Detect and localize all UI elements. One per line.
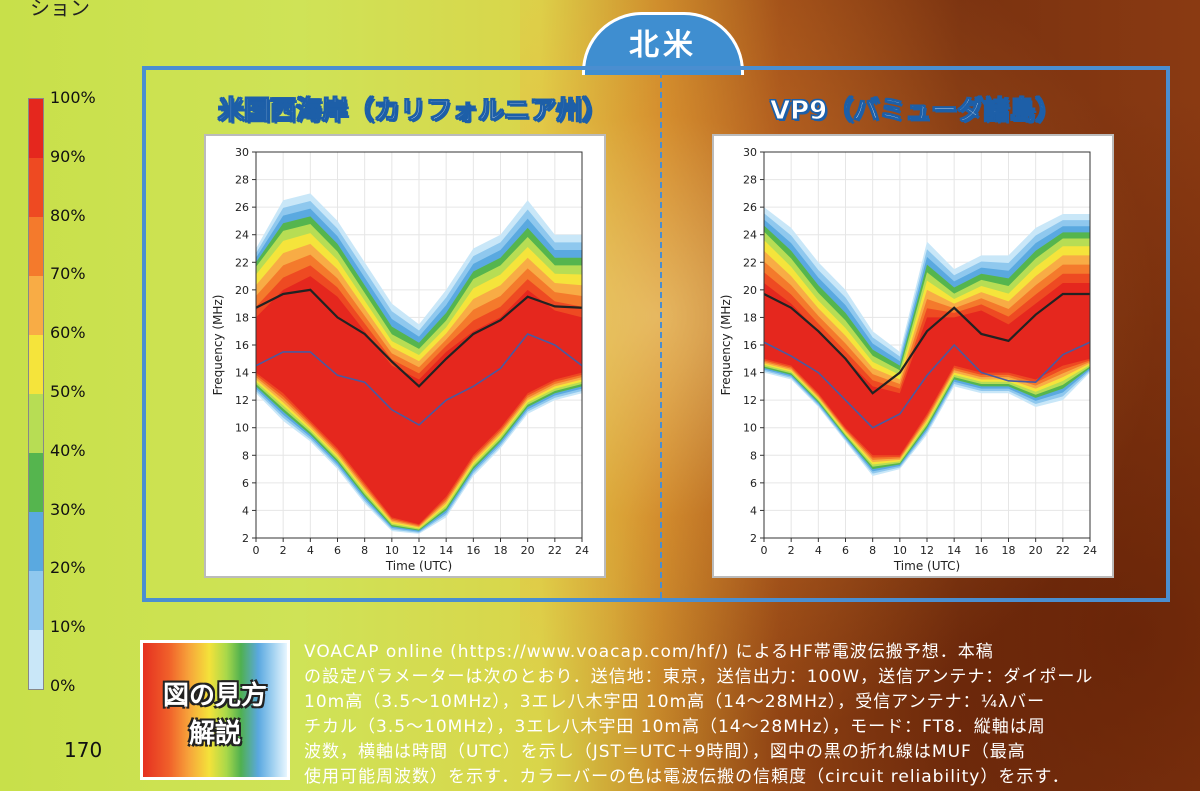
y-tick-label: 4 [750, 504, 757, 517]
description-line: 10m高（3.5～10MHz），3エレ八木宇田 10m高（14～28MHz），受… [304, 692, 1046, 712]
how-to-read-title-line1: 図の見方 [162, 681, 267, 711]
previous-page-text: ション [30, 0, 90, 20]
x-tick-label: 22 [1056, 544, 1070, 557]
x-tick-label: 12 [412, 544, 426, 557]
x-tick-label: 8 [869, 544, 876, 557]
colorbar-label: 10% [50, 617, 86, 637]
x-tick-label: 20 [1029, 544, 1043, 557]
propagation-chart-west-coast: 0 2 4 6 8 10 12 14 16 18 20 22 242468101214161820222… [211, 146, 589, 573]
x-tick-label: 24 [1083, 544, 1097, 557]
muf-line [255, 288, 583, 388]
y-tick-label: 30 [743, 146, 757, 159]
x-tick-label: 6 [842, 544, 849, 557]
x-tick-label: 10 [893, 544, 907, 557]
y-tick-label: 6 [242, 477, 249, 490]
colorbar-label: 40% [50, 440, 86, 460]
region-tab: 北米 [582, 12, 744, 75]
y-tick-label: 14 [743, 367, 757, 380]
colorbar-label: 80% [50, 205, 86, 225]
y-tick-label: 22 [235, 256, 249, 269]
y-tick-label: 8 [750, 449, 757, 462]
x-tick-label: 18 [1002, 544, 1016, 557]
y-tick-label: 6 [750, 477, 757, 490]
x-tick-label: 4 [307, 544, 314, 557]
x-tick-label: 14 [947, 544, 961, 557]
x-tick-label: 12 [920, 544, 934, 557]
y-tick-label: 30 [235, 146, 249, 159]
page-number: 170 [64, 738, 103, 762]
y-tick-label: 24 [743, 229, 757, 242]
y-tick-label: 20 [235, 284, 249, 297]
muf-line [763, 292, 1090, 395]
reliability-colorbar [28, 98, 44, 690]
y-tick-label: 20 [743, 284, 757, 297]
description-text: VOACAP online (https://www.voacap.com/hf… [304, 640, 1184, 790]
chart-title-west-coast: 米国西海岸（カリフォルニア州） [217, 96, 609, 127]
colorbar-label: 0% [50, 676, 76, 695]
x-tick-label: 18 [494, 544, 508, 557]
charts-divider [660, 72, 662, 598]
y-axis-label: Frequency (MHz) [719, 295, 733, 396]
description-line: 波数，横軸は時間（UTC）を示し（JST＝UTC＋9時間），図中の黒の折れ線はM… [304, 742, 1026, 762]
x-tick-label: 24 [575, 544, 589, 557]
colorbar-label: 90% [50, 146, 86, 166]
y-tick-label: 2 [750, 532, 757, 545]
y-tick-label: 24 [235, 229, 249, 242]
y-tick-label: 26 [235, 201, 249, 214]
x-tick-label: 14 [439, 544, 453, 557]
y-tick-label: 28 [743, 174, 757, 187]
colorbar-label: 20% [50, 558, 86, 578]
y-tick-label: 18 [235, 311, 249, 324]
x-tick-label: 16 [466, 544, 480, 557]
x-tick-label: 0 [761, 544, 768, 557]
reliability-band [764, 282, 1090, 456]
how-to-read-title-line2: 解説 [188, 719, 241, 749]
y-tick-label: 12 [235, 394, 249, 407]
x-tick-label: 2 [788, 544, 795, 557]
y-tick-label: 8 [242, 449, 249, 462]
x-tick-label: 10 [385, 544, 399, 557]
y-tick-label: 22 [743, 256, 757, 269]
x-tick-label: 20 [521, 544, 535, 557]
description-line: チカル（3.5～10MHz），3エレ八木宇田 10m高（14～28MHz），モー… [304, 717, 1046, 737]
x-axis-label: Time (UTC) [385, 559, 452, 573]
colorbar-label: 70% [50, 264, 86, 284]
propagation-chart-bermuda: 0 2 4 6 8 10 12 14 16 18 20 22 242468101214161820222… [719, 146, 1097, 573]
colorbar-label: 60% [50, 323, 86, 343]
y-tick-label: 16 [235, 339, 249, 352]
y-tick-label: 26 [743, 201, 757, 214]
x-tick-label: 0 [253, 544, 260, 557]
y-tick-label: 18 [743, 311, 757, 324]
y-tick-label: 16 [743, 339, 757, 352]
x-tick-label: 6 [334, 544, 341, 557]
chart-panel-bermuda: 0 2 4 6 8 10 12 14 16 18 20 22 24 2 4 6 8 10 12 14 16 18 20 22 2… [712, 134, 1114, 578]
y-tick-label: 28 [235, 174, 249, 187]
x-tick-label: 8 [361, 544, 368, 557]
x-tick-label: 16 [974, 544, 988, 557]
y-tick-label: 10 [235, 422, 249, 435]
colorbar-label: 30% [50, 499, 86, 519]
description-line: VOACAP online (https://www.voacap.com/hf… [304, 642, 994, 662]
reliability-band [256, 276, 582, 525]
how-to-read-box: 図の見方 解説 [140, 640, 290, 780]
chart-panel-west-coast: 0 2 4 6 8 10 12 14 16 18 20 22 24 2 4 6 8 10 12 14 16 18 20 22 2… [204, 134, 606, 578]
series-line [255, 333, 583, 426]
y-tick-label: 2 [242, 532, 249, 545]
colorbar-label: 50% [50, 382, 86, 401]
description-line: の設定パラメーターは次のとおり．送信地：東京，送信出力：100W，送信アンテナ：… [304, 667, 1094, 687]
x-tick-label: 4 [815, 544, 822, 557]
description-line: 使用可能周波数）を示す．カラーバーの色は電波伝搬の信頼度（circuit rel… [304, 767, 1070, 787]
colorbar-label: 100% [50, 88, 96, 107]
series-line [763, 341, 1091, 429]
y-tick-label: 12 [743, 394, 757, 407]
x-axis-label: Time (UTC) [893, 559, 960, 573]
x-tick-label: 2 [280, 544, 287, 557]
chart-title-bermuda: VP9（バミューダ諸島） [769, 96, 1062, 127]
y-tick-label: 14 [235, 367, 249, 380]
y-tick-label: 4 [242, 504, 249, 517]
y-axis-label: Frequency (MHz) [211, 295, 225, 396]
y-tick-label: 10 [743, 422, 757, 435]
x-tick-label: 22 [548, 544, 562, 557]
charts-frame [142, 66, 1170, 602]
